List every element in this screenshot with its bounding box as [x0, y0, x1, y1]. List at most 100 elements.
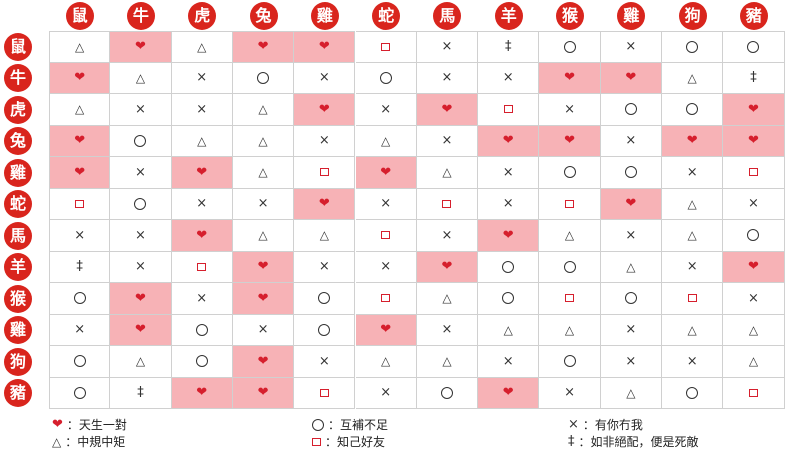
grid-cell: △ [171, 31, 233, 63]
heart-icon: ❤ [74, 133, 86, 149]
triangle-icon: △ [626, 259, 636, 274]
grid-cell: × [600, 125, 662, 157]
heart-icon: ❤ [196, 164, 208, 180]
legend-item: ❤ ：天生一對 [52, 416, 127, 433]
grid-cell [294, 157, 356, 189]
grid-cell [600, 94, 662, 126]
circle-icon [73, 355, 86, 368]
circle-icon [312, 418, 324, 431]
cross-icon: × [747, 196, 759, 212]
grid-cell: × [478, 62, 540, 94]
cross-icon: × [502, 196, 514, 212]
square-icon [75, 199, 85, 208]
heart-icon: ❤ [257, 39, 269, 55]
cross-icon: × [134, 227, 146, 243]
grid-cell: △ [171, 125, 233, 157]
row-header: 猴 [4, 284, 32, 313]
cross-icon: × [441, 227, 453, 243]
circle-icon [747, 40, 760, 53]
cross-icon: × [568, 417, 579, 432]
cross-icon: × [625, 353, 637, 369]
triangle-icon: △ [258, 228, 268, 243]
grid-cell [478, 94, 540, 126]
heart-icon: ❤ [564, 70, 575, 86]
triangle-icon: △ [258, 102, 268, 117]
cross-icon: × [318, 70, 330, 86]
grid-cell [478, 283, 540, 315]
circle-icon [134, 197, 147, 210]
grid-cell: ❤ [294, 94, 356, 126]
cross-icon: × [318, 353, 330, 369]
grid-cell: × [723, 283, 785, 315]
grid-cell: ❤ [416, 94, 479, 126]
grid-cell [294, 377, 356, 409]
cross-icon: × [74, 227, 86, 243]
triangle-icon: △ [197, 133, 207, 148]
grid-cell: × [416, 220, 479, 252]
cross-icon: × [196, 70, 208, 86]
grid-cell: × [662, 346, 724, 378]
grid-cell: △ [355, 125, 417, 157]
grid-cell: ❤ [171, 157, 233, 189]
cross-icon: × [564, 385, 575, 401]
row-header: 豬 [4, 379, 32, 408]
dagger-icon: ‡ [76, 259, 83, 275]
cross-icon: × [257, 322, 269, 338]
cross-icon: × [441, 70, 453, 86]
cross-icon: × [564, 101, 575, 117]
heart-icon: ❤ [257, 353, 269, 369]
grid-cell [723, 377, 785, 409]
column-header: 蛇 [372, 2, 401, 30]
heart-icon: ❤ [134, 322, 146, 338]
cross-icon: × [380, 101, 392, 117]
grid-cell: ❤ [600, 188, 662, 220]
square-icon [197, 262, 207, 271]
grid-cell [49, 283, 111, 315]
cross-icon: × [441, 322, 453, 338]
grid-cell [294, 314, 356, 346]
grid-cell: △ [110, 346, 172, 378]
grid-cell: × [478, 157, 540, 189]
grid-cell: △ [416, 157, 479, 189]
legend-item: △ ：中規中矩 [52, 433, 125, 450]
grid-cell [416, 377, 479, 409]
grid-cell: ❤ [355, 157, 417, 189]
grid-cell: ❤ [110, 31, 172, 63]
heart-icon: ❤ [134, 290, 146, 306]
legend-item: ：互補不足 [312, 416, 388, 433]
grid-cell: × [539, 94, 601, 126]
grid-cell: × [355, 94, 417, 126]
grid-cell: ❤ [723, 251, 785, 283]
column-header: 虎 [188, 2, 217, 30]
grid-cell: × [662, 157, 724, 189]
heart-icon: ❤ [380, 164, 392, 180]
square-icon [381, 42, 391, 51]
grid-cell: × [416, 31, 479, 63]
square-icon [442, 199, 452, 208]
heart-icon: ❤ [625, 70, 637, 86]
grid-cell [171, 314, 233, 346]
grid-cell: × [416, 125, 479, 157]
triangle-icon: △ [687, 228, 697, 243]
column-header: 狗 [678, 2, 707, 30]
cross-icon: × [686, 164, 698, 180]
legend-label: ：知己好友 [325, 435, 386, 449]
column-header: 牛 [126, 2, 155, 30]
triangle-icon: △ [687, 322, 697, 337]
cross-icon: × [502, 164, 514, 180]
grid-cell: ❤ [355, 314, 417, 346]
cross-icon: × [502, 70, 514, 86]
grid-cell: ❤ [232, 251, 295, 283]
grid-cell [355, 283, 417, 315]
grid-cell: × [232, 188, 295, 220]
triangle-icon: △ [626, 385, 636, 400]
grid-cell: △ [49, 94, 111, 126]
circle-icon [686, 103, 699, 116]
square-icon [381, 294, 391, 303]
cross-icon: × [625, 322, 637, 338]
column-header: 馬 [433, 2, 462, 30]
heart-icon: ❤ [747, 133, 759, 149]
grid-cell: × [662, 251, 724, 283]
grid-cell: × [171, 62, 233, 94]
grid-cell [110, 125, 172, 157]
